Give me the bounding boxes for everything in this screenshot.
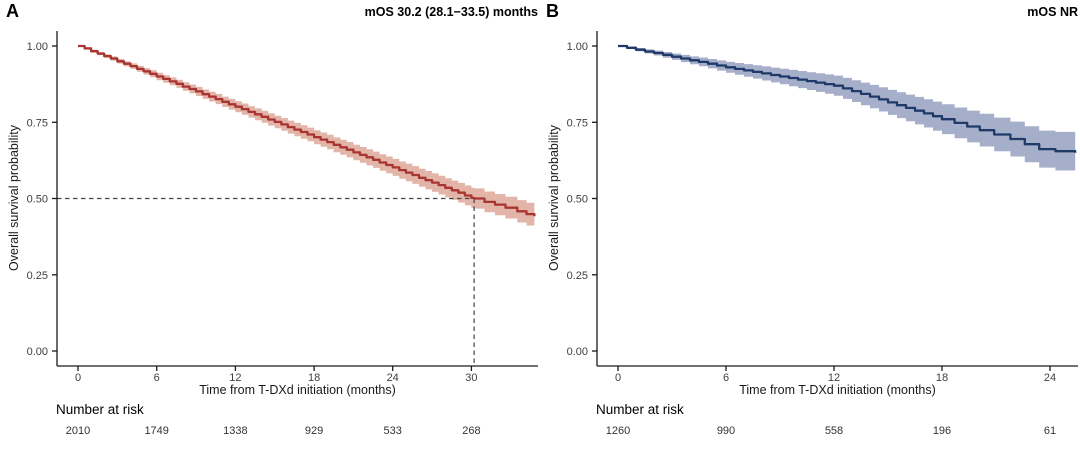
risk-count: 1749 <box>144 425 169 437</box>
y-tick-label: 1.00 <box>567 41 588 53</box>
panel-a-x-axis-title: Time from T-DXd initiation (months) <box>199 383 396 397</box>
y-tick-label: 0.00 <box>27 346 48 358</box>
x-tick-label: 18 <box>308 372 320 384</box>
risk-count: 990 <box>716 425 736 437</box>
confidence-band <box>78 46 535 228</box>
y-tick-label: 0.75 <box>27 117 48 129</box>
risk-count: 196 <box>932 425 952 437</box>
panel-a-km-plot: 0.00 0.25 0.50 0.75 1.00 0 6 12 18 24 30 <box>27 31 538 384</box>
x-tick-label: 24 <box>387 372 399 384</box>
panel-a-label: A <box>6 1 19 21</box>
panel-b-number-at-risk-label: Number at risk <box>596 402 684 417</box>
risk-count: 929 <box>304 425 324 437</box>
x-tick-label: 30 <box>465 372 477 384</box>
confidence-band <box>618 46 1076 174</box>
y-tick-label: 0.00 <box>567 346 588 358</box>
panel-a: A mOS 30.2 (28.1−33.5) months Overall su… <box>6 1 538 437</box>
x-tick-label: 12 <box>828 372 840 384</box>
panel-a-title: mOS 30.2 (28.1−33.5) months <box>364 5 538 19</box>
survival-curve <box>78 44 536 217</box>
y-tick-label: 0.25 <box>27 270 48 282</box>
x-tick-label: 6 <box>154 372 160 384</box>
panel-a-number-at-risk-label: Number at risk <box>56 402 144 417</box>
panel-b-label: B <box>546 1 559 21</box>
panel-b-km-plot: 0.00 0.25 0.50 0.75 1.00 0 6 12 18 24 <box>567 31 1078 384</box>
risk-count: 61 <box>1043 425 1057 437</box>
x-tick-label: 24 <box>1044 372 1056 384</box>
risk-count: 1338 <box>223 425 248 437</box>
x-tick-label: 0 <box>615 372 621 384</box>
panel-b: B mOS NR Overall survival probability 0.… <box>540 0 1080 449</box>
y-tick-label: 0.50 <box>567 194 588 206</box>
risk-count: 268 <box>462 425 481 437</box>
x-tick-label: 0 <box>75 372 81 384</box>
y-tick-label: 1.00 <box>27 41 48 53</box>
panel-b-title: mOS NR <box>1027 5 1078 19</box>
y-tick-label: 0.25 <box>567 270 588 282</box>
risk-count: 558 <box>824 425 844 437</box>
y-tick-label: 0.75 <box>567 117 588 129</box>
risk-count: 1260 <box>605 425 631 437</box>
x-tick-label: 12 <box>229 372 241 384</box>
panel-b-x-axis-title: Time from T-DXd initiation (months) <box>739 383 936 397</box>
x-tick-label: 6 <box>723 372 729 384</box>
risk-count: 533 <box>383 425 402 437</box>
survival-curve <box>618 44 1077 153</box>
y-tick-label: 0.50 <box>27 194 48 206</box>
x-tick-label: 18 <box>936 372 948 384</box>
risk-count: 2010 <box>65 425 91 437</box>
